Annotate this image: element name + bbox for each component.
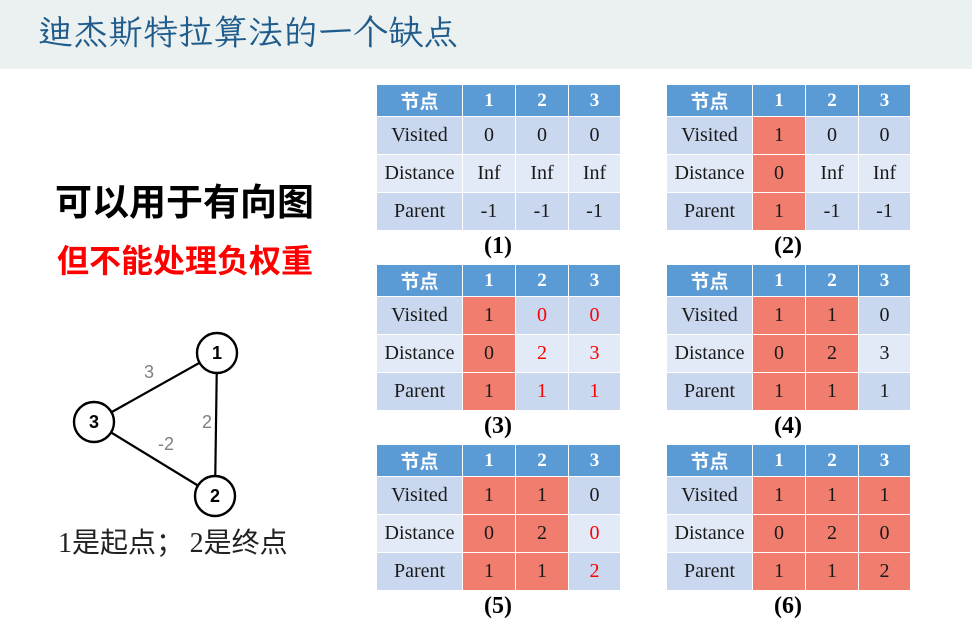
svg-text:2: 2 bbox=[210, 486, 220, 506]
svg-text:1: 1 bbox=[212, 343, 222, 363]
svg-text:3: 3 bbox=[89, 412, 99, 432]
svg-text:-2: -2 bbox=[158, 434, 174, 454]
svg-text:2: 2 bbox=[202, 412, 212, 432]
svg-text:3: 3 bbox=[144, 362, 154, 382]
